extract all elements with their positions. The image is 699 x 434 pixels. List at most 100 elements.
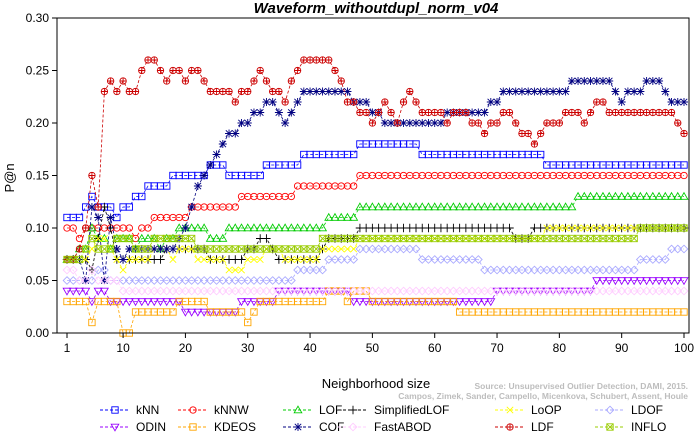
data-point-fastabod bbox=[318, 286, 327, 296]
data-point-ldof bbox=[629, 265, 639, 275]
data-point-ldof bbox=[505, 265, 514, 275]
data-point-loop bbox=[175, 245, 183, 253]
data-point-cof bbox=[517, 87, 526, 96]
data-point-odin bbox=[461, 298, 471, 307]
data-point-fastabod bbox=[542, 286, 552, 296]
data-point-fastabod bbox=[274, 286, 284, 296]
data-point-ldof bbox=[311, 265, 321, 275]
data-point-odin bbox=[349, 298, 359, 307]
data-point-cof bbox=[162, 245, 171, 253]
data-point-cof bbox=[399, 119, 408, 127]
legend-marker-cof bbox=[294, 423, 302, 431]
data-point-loop bbox=[181, 245, 189, 253]
data-point-ldof bbox=[548, 265, 558, 275]
data-point-ldof bbox=[62, 276, 72, 285]
data-point-cof bbox=[493, 98, 502, 106]
legend-marker-ldf bbox=[506, 423, 514, 431]
data-point-ldof bbox=[199, 276, 209, 285]
data-point-ldf bbox=[75, 245, 84, 253]
data-point-ldof bbox=[274, 276, 284, 285]
data-point-ldf bbox=[530, 140, 539, 148]
data-point-fastabod bbox=[99, 276, 109, 285]
data-point-lof bbox=[305, 223, 315, 232]
data-point-fastabod bbox=[461, 286, 471, 296]
data-point-loop bbox=[281, 255, 289, 264]
data-point-fastabod bbox=[237, 286, 246, 296]
data-point-ldof bbox=[180, 276, 190, 285]
legend-marker-simplifiedlof bbox=[348, 405, 358, 415]
data-point-fastabod bbox=[75, 276, 84, 285]
data-point-odin bbox=[305, 287, 315, 296]
data-point-fastabod bbox=[448, 286, 458, 296]
data-point-ldof bbox=[654, 255, 664, 264]
data-point-ldf bbox=[113, 87, 121, 96]
data-point-ldof bbox=[99, 265, 109, 275]
data-point-odin bbox=[68, 287, 78, 296]
data-point-fastabod bbox=[230, 286, 240, 296]
data-point-cof bbox=[405, 119, 414, 127]
data-point-lof bbox=[236, 223, 247, 232]
data-point-cof bbox=[605, 77, 614, 85]
data-point-ldof bbox=[436, 255, 446, 264]
data-point-knnw bbox=[350, 182, 358, 190]
data-point-loop bbox=[287, 255, 295, 264]
data-point-ldof bbox=[529, 265, 539, 275]
data-point-ldf bbox=[630, 108, 638, 117]
legend-item-loop: LoOP bbox=[495, 403, 562, 417]
data-point-ldof bbox=[424, 255, 433, 264]
data-point-knn bbox=[125, 203, 133, 211]
data-point-odin bbox=[180, 308, 190, 317]
data-point-odin bbox=[168, 298, 178, 307]
data-point-ldof bbox=[355, 244, 365, 254]
legend-item-knn: kNN bbox=[100, 403, 159, 417]
data-point-ldf bbox=[368, 119, 377, 127]
data-point-loop bbox=[231, 266, 239, 274]
data-point-ldf bbox=[599, 98, 607, 106]
data-point-odin bbox=[473, 298, 483, 307]
data-point-fastabod bbox=[399, 286, 408, 296]
data-point-cof bbox=[324, 87, 333, 96]
data-point-ldof bbox=[386, 244, 396, 254]
data-point-ldf bbox=[175, 66, 183, 75]
data-point-loop bbox=[586, 224, 595, 232]
data-point-lof bbox=[355, 202, 365, 211]
data-point-fastabod bbox=[355, 286, 365, 296]
legend-label: KDEOS bbox=[214, 420, 256, 434]
data-point-lof bbox=[536, 202, 546, 211]
data-point-lof bbox=[330, 212, 340, 221]
data-point-ldf bbox=[206, 87, 214, 96]
data-point-odin bbox=[610, 277, 621, 286]
data-point-loop bbox=[343, 245, 351, 253]
data-point-ldof bbox=[280, 276, 290, 285]
data-point-ldf bbox=[387, 108, 395, 117]
data-point-cof bbox=[648, 77, 657, 85]
data-point-fastabod bbox=[255, 286, 265, 296]
data-point-loop bbox=[312, 255, 320, 264]
data-point-kdeos bbox=[113, 297, 121, 306]
data-point-fastabod bbox=[455, 286, 465, 296]
data-point-odin bbox=[617, 277, 627, 286]
data-point-cof bbox=[218, 140, 227, 148]
data-point-ldf bbox=[219, 87, 227, 96]
data-point-odin bbox=[87, 298, 97, 307]
data-point-loop bbox=[94, 234, 102, 243]
data-point-ldof bbox=[255, 276, 265, 285]
data-point-ldf bbox=[88, 171, 96, 180]
data-point-inflo bbox=[106, 245, 115, 253]
data-point-odin bbox=[673, 277, 683, 286]
data-point-fastabod bbox=[623, 286, 633, 296]
series-line-odin bbox=[67, 280, 684, 313]
data-point-ldof bbox=[461, 255, 471, 264]
data-point-fastabod bbox=[305, 286, 315, 296]
data-point-ldof bbox=[343, 255, 352, 264]
data-point-fastabod bbox=[224, 286, 234, 296]
data-point-ldf bbox=[636, 108, 645, 117]
data-point-fastabod bbox=[68, 265, 78, 275]
data-point-inflo bbox=[75, 255, 84, 264]
data-point-inflo bbox=[680, 224, 688, 232]
data-point-lof bbox=[498, 202, 508, 211]
data-point-ldof bbox=[523, 265, 533, 275]
data-point-cof bbox=[125, 245, 134, 253]
data-point-loop bbox=[144, 255, 152, 264]
